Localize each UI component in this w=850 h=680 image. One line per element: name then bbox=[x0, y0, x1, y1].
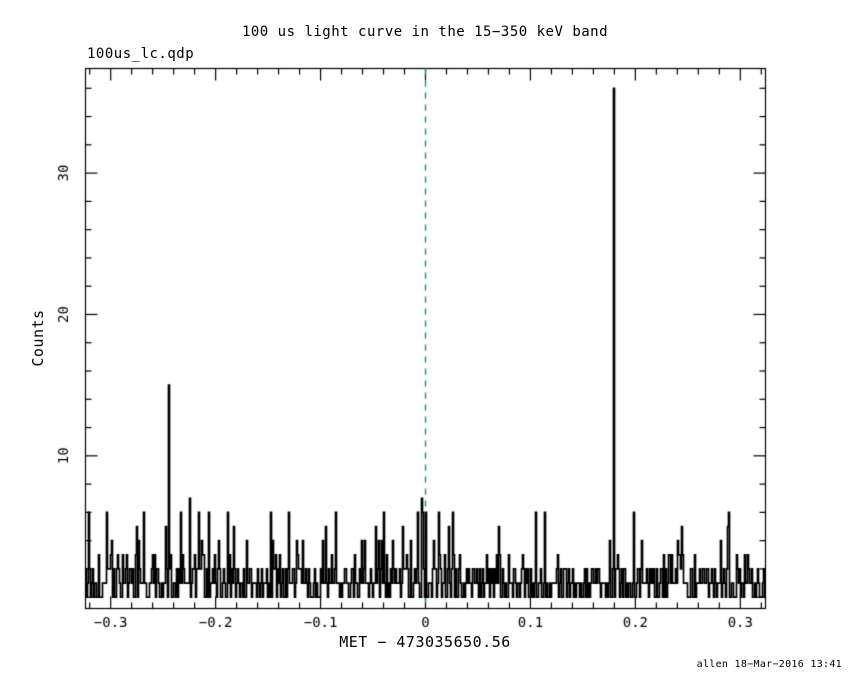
y-axis-label: Counts bbox=[29, 309, 47, 367]
plot-title: 100 us light curve in the 15−350 keV ban… bbox=[241, 24, 609, 40]
filename-label: 100us_lc.qdp bbox=[87, 46, 195, 62]
x-axis-label: MET − 473035650.56 bbox=[339, 633, 511, 651]
credit-stamp: allen 18−Mar−2016 13:41 bbox=[696, 659, 842, 670]
